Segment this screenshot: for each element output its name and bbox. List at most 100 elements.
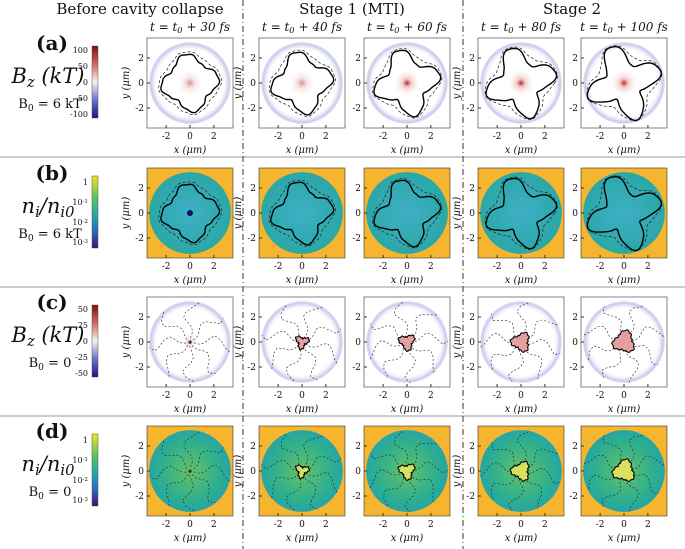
y-tick-label: 2	[355, 54, 361, 64]
y-tick-label: 0	[138, 338, 144, 348]
contour	[397, 334, 416, 352]
y-tick-label: -2	[466, 363, 475, 373]
time-label: t = t0 + 40 fs	[262, 20, 342, 35]
text-part: -50	[75, 369, 88, 378]
contour	[611, 329, 635, 353]
contour-dashed	[183, 431, 201, 472]
text-part: i	[35, 462, 40, 479]
text-part: 0	[394, 25, 400, 35]
plasma-disk	[583, 172, 665, 254]
y-tick-label: -2	[352, 104, 361, 114]
contour-dashed	[383, 341, 408, 379]
x-axis-label: x (μm)	[391, 404, 424, 415]
text-part: t = t	[262, 20, 290, 34]
y-tick-label: 2	[250, 54, 256, 64]
contour-dashed	[490, 470, 522, 501]
x-tick-label: 2	[542, 262, 548, 272]
text-part: /n	[38, 194, 61, 218]
text-part: 1	[83, 178, 88, 187]
x-tick-label: 2	[211, 520, 217, 530]
x-tick-label: -2	[379, 520, 388, 530]
contour-dashed	[285, 341, 303, 383]
y-tick-label: -2	[466, 492, 475, 502]
contour	[611, 458, 635, 482]
text-part: B	[11, 64, 27, 88]
contour-dashed	[491, 442, 522, 472]
contour-dashed	[280, 432, 303, 472]
row-label: (d)	[36, 419, 69, 443]
field-core	[506, 68, 536, 98]
y-tick-label: -2	[135, 363, 144, 373]
text-part: 0	[508, 25, 514, 35]
x-tick-label: -2	[493, 520, 502, 530]
y-tick-label: 0	[469, 209, 475, 219]
contour-dashed	[165, 470, 191, 507]
contour-dashed	[149, 336, 191, 352]
plasma-disk	[366, 172, 448, 254]
y-tick-label: 2	[138, 54, 144, 64]
y-tick-label: 2	[138, 313, 144, 323]
time-label: t = t0 + 100 fs	[580, 20, 668, 35]
text-part: -2	[83, 477, 89, 483]
text-part: (kT)	[35, 64, 85, 88]
x-tick-label: 2	[542, 391, 548, 401]
y-axis-label: y (μm)	[452, 67, 463, 101]
contour-dashed	[165, 341, 191, 378]
x-axis-label: x (μm)	[505, 404, 538, 415]
row-field: B0 = 6 kT	[18, 227, 82, 244]
contour	[270, 181, 335, 246]
y-tick-label: -2	[247, 104, 256, 114]
contour-dashed	[520, 470, 543, 509]
y-tick-label: 2	[138, 184, 144, 194]
y-tick-label: 0	[250, 209, 256, 219]
x-tick-label: 0	[404, 520, 410, 530]
time-label: t = t0 + 30 fs	[150, 20, 230, 35]
y-axis-label: y (μm)	[121, 326, 132, 360]
x-tick-label: 0	[518, 520, 524, 530]
x-axis-label: x (μm)	[505, 145, 538, 156]
colorbar-tick-label: 25	[78, 321, 88, 330]
x-tick-label: 2	[542, 132, 548, 142]
contour-dashed	[586, 175, 663, 252]
text-part: i0	[60, 204, 74, 221]
text-part: i0	[60, 462, 74, 479]
text-part: + 60 fs	[400, 20, 447, 34]
y-tick-label: 0	[469, 338, 475, 348]
contour-dashed	[480, 461, 522, 477]
y-tick-label: 0	[572, 467, 578, 477]
contour-dashed	[484, 46, 558, 120]
contour-dashed	[406, 333, 448, 345]
x-tick-label: 2	[645, 391, 651, 401]
colorbar-tick-label: 10-2	[72, 218, 88, 227]
x-tick-label: -2	[379, 391, 388, 401]
y-tick-label: -2	[135, 104, 144, 114]
x-tick-label: 0	[299, 391, 305, 401]
contour-dashed	[520, 467, 561, 485]
y-axis-label: y (μm)	[452, 326, 463, 360]
contour-dashed	[189, 335, 230, 353]
y-tick-label: -2	[569, 363, 578, 373]
contour-dashed	[393, 301, 409, 343]
contour-dashed	[507, 341, 524, 383]
contour-dashed	[583, 325, 625, 343]
contour-dashed	[189, 318, 224, 343]
contour	[270, 51, 335, 116]
text-part: B	[29, 485, 39, 500]
contour	[509, 331, 530, 353]
y-tick-label: 2	[572, 54, 578, 64]
y-tick-label: -2	[466, 234, 475, 244]
y-axis-label: y (μm)	[233, 197, 244, 231]
x-tick-label: -2	[493, 391, 502, 401]
x-tick-label: 0	[299, 520, 305, 530]
contour-dashed	[623, 306, 645, 343]
x-tick-label: 0	[621, 520, 627, 530]
contour-dashed	[301, 341, 318, 381]
x-tick-label: -2	[274, 132, 283, 142]
y-tick-label: 0	[250, 467, 256, 477]
core	[187, 210, 193, 216]
x-axis-label: x (μm)	[174, 404, 207, 415]
x-axis-label: x (μm)	[174, 533, 207, 544]
x-axis-label: x (μm)	[608, 533, 641, 544]
x-tick-label: 2	[428, 391, 434, 401]
colorbar-tick-label: 10-3	[72, 496, 88, 505]
